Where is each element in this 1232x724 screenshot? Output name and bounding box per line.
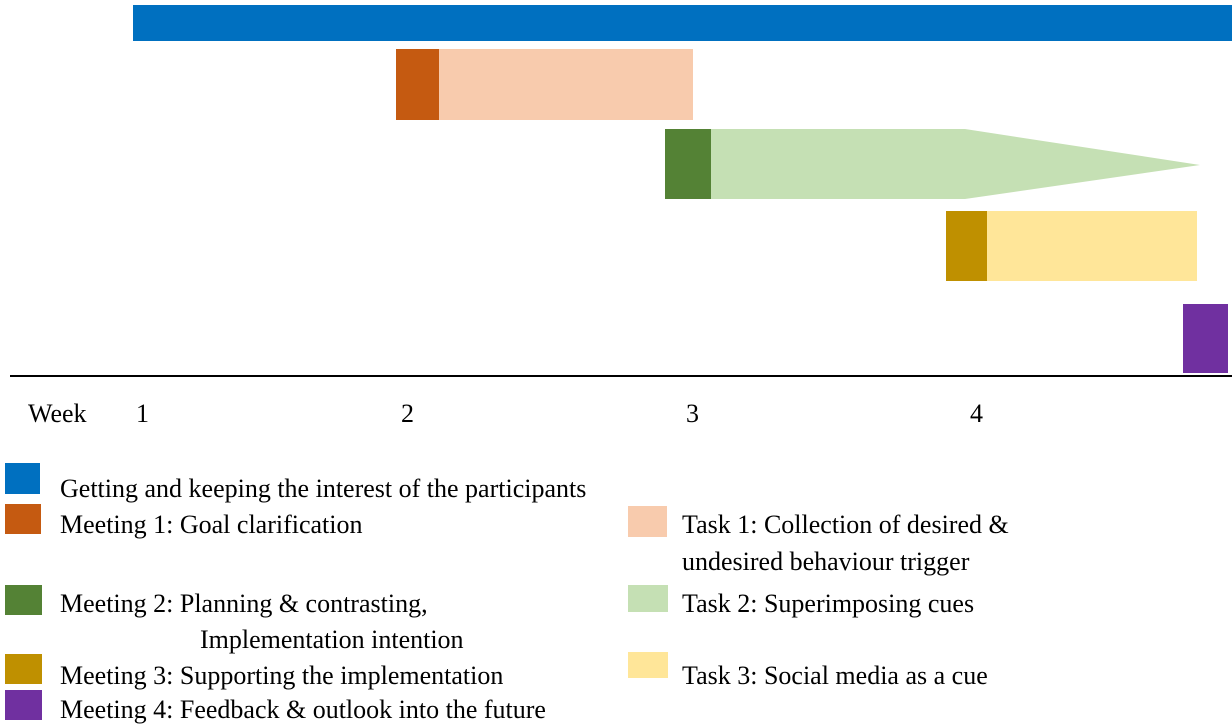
legend-text: Task 2: Superimposing cues (682, 589, 974, 618)
legend-text: Meeting 1: Goal clarification (60, 510, 363, 539)
legend-text: Meeting 4: Feedback & outlook into the f… (60, 695, 546, 724)
legend-text: undesired behaviour trigger (682, 547, 970, 576)
week-label: 4 (970, 399, 983, 428)
meeting-4-bar (1183, 304, 1228, 373)
legend-swatch (628, 506, 667, 537)
legend-text: Task 3: Social media as a cue (682, 661, 988, 690)
legend-swatch (5, 585, 42, 615)
task-1-bar (439, 49, 693, 120)
week-label: 2 (401, 399, 414, 428)
legend-swatch (5, 463, 40, 494)
legend-text: Meeting 3: Supporting the implementation (60, 661, 503, 690)
legend-swatch (5, 504, 41, 534)
meeting-3-bar (946, 211, 987, 281)
week-label: 3 (686, 399, 699, 428)
legend-swatch (628, 652, 668, 678)
legend-text: Getting and keeping the interest of the … (60, 474, 586, 503)
legend-text: Meeting 2: Planning & contrasting, (60, 589, 428, 618)
task-3-bar (987, 211, 1197, 281)
legend-text: Implementation intention (200, 625, 464, 654)
legend-swatch (5, 654, 42, 684)
axis-label: Week (28, 399, 87, 428)
legend-swatch (5, 690, 42, 720)
legend-text: Task 1: Collection of desired & (682, 510, 1009, 539)
task-2-bar (711, 129, 1200, 199)
legend-swatch (628, 585, 668, 612)
interest-bar (133, 5, 1232, 41)
meeting-1-bar (396, 49, 439, 120)
week-label: 1 (136, 399, 149, 428)
meeting-2-bar (665, 129, 711, 199)
